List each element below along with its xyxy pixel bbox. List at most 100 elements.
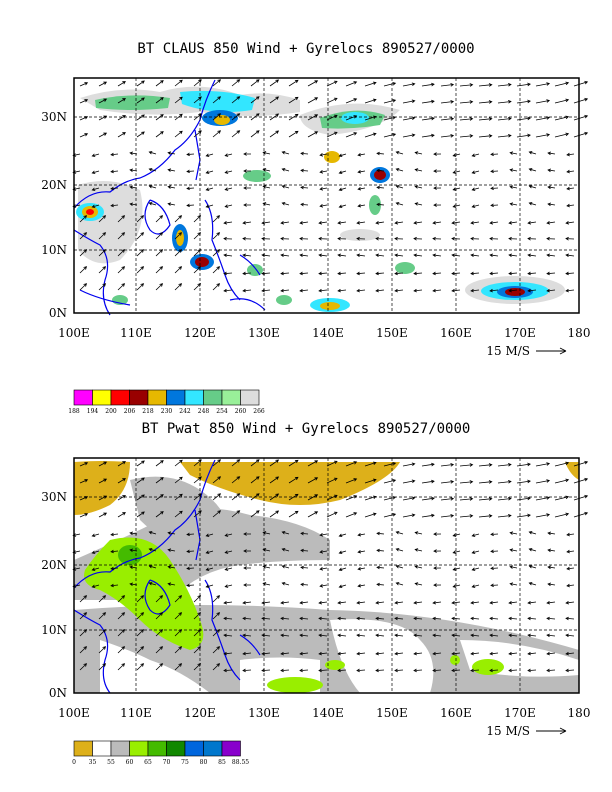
panel1-wind-arrow [148, 167, 157, 172]
panel1-wind-arrow [299, 253, 309, 258]
panel2-wind-arrow [223, 633, 233, 638]
panel1-wind-arrow [307, 131, 319, 138]
panel2-wind-arrow [261, 651, 271, 656]
panel1-wind-arrow [280, 221, 290, 225]
panel2-wind-arrow [440, 497, 455, 501]
panel2-wind-arrow [509, 548, 518, 552]
panel1-ref-vector-label: 15 M/S [486, 344, 530, 358]
panel2-wind-arrow [319, 584, 328, 588]
panel2-wind-arrow [356, 651, 366, 656]
panel2-wind-arrow [174, 459, 183, 467]
panel1-wind-arrow [186, 203, 195, 208]
panel2-wind-arrow [421, 513, 435, 518]
panel2-wind-arrow [307, 494, 319, 501]
panel1-xtick: 140E [312, 326, 344, 340]
panel2-xtick: 100E [58, 706, 90, 720]
panel2-wind-arrow [375, 651, 385, 656]
panel2-wind-arrow [212, 595, 221, 603]
panel1-wind-arrow [528, 167, 537, 172]
panel2-wind-arrow [433, 583, 442, 587]
panel2-wind-arrow [326, 477, 338, 484]
panel1-legend-label: 194 [87, 408, 99, 415]
panel2-wind-arrow [573, 494, 589, 501]
panel1-wind-arrow [547, 202, 556, 207]
panel1-wind-arrow [508, 288, 518, 293]
panel2-wind-arrow [394, 616, 404, 621]
panel1-wind-arrow [478, 100, 493, 104]
panel1-wind-arrow [565, 221, 575, 225]
panel1-wind-arrow [395, 201, 404, 206]
panel1-xtick: 120E [184, 326, 216, 340]
panel1-wind-arrow [129, 168, 138, 173]
panel1-wind-arrow [318, 271, 328, 276]
panel2-wind-arrow [508, 651, 518, 656]
panel1-coastlines [73, 79, 266, 316]
panel1-wind-arrow [451, 221, 461, 225]
panel1-wind-arrow [242, 221, 252, 225]
panel2-wind-arrow [414, 548, 423, 552]
panel2-wind-arrow [546, 616, 556, 621]
panel2-wind-arrow [231, 459, 241, 467]
panel2-wind-arrow [280, 616, 290, 621]
panel2-wind-arrow [299, 616, 309, 621]
panel1-wind-arrow [79, 283, 88, 291]
panel1-wind-arrow [497, 82, 512, 87]
panel1-wind-arrow [490, 203, 499, 208]
panel2-wind-arrow [205, 533, 214, 537]
panel1-wind-arrow [573, 80, 589, 87]
panel1-cloud-field [76, 86, 565, 312]
panel1-wind-arrow [205, 187, 214, 191]
panel2-wind-arrow [357, 550, 366, 554]
panel1-wind-arrow [79, 232, 88, 240]
panel1-legend-label: 200 [105, 408, 117, 415]
panel1-wind-arrow [489, 221, 499, 225]
panel1-wind-arrow [489, 253, 499, 258]
panel1-wind-arrow [471, 187, 480, 191]
panel2-wind-arrow [299, 651, 309, 656]
panel1-wind-arrow [117, 249, 126, 257]
panel2-wind-arrow [414, 582, 423, 586]
panel1-wind-arrow [148, 201, 157, 206]
panel1-wind-arrow [98, 98, 108, 104]
panel1-wind-arrow [546, 221, 556, 225]
panel1-wind-arrow [546, 236, 556, 241]
panel1-wind-arrow [136, 114, 145, 121]
panel2-wind-arrow [98, 595, 107, 603]
panel1-wind-arrow [547, 151, 556, 156]
panel2-wind-arrow [242, 651, 252, 656]
panel1-xtick: 110E [120, 326, 152, 340]
panel1-wind-arrow [262, 202, 271, 206]
panel1-wind-arrow [394, 253, 404, 258]
panel2-map: 100E 110E 120E 130E 140E 150E 160E 170E … [41, 457, 590, 738]
panel2-wind-arrow [129, 582, 138, 587]
panel2-wind-arrow [565, 616, 575, 621]
panel2-wind-arrow [167, 565, 176, 569]
panel1-wind-arrow [547, 185, 556, 190]
panel2-wind-arrow [307, 511, 319, 518]
panel2-legend-label: 75 [181, 759, 189, 766]
panel2-wind-arrow [224, 584, 233, 588]
panel1-wind-arrow [573, 131, 589, 138]
panel1-ytick: 20N [41, 178, 67, 192]
panel2-wind-arrow [451, 633, 461, 638]
panel2-wind-arrow [395, 530, 404, 535]
panel2-wind-arrow [547, 582, 556, 587]
panel2-wind-arrow [91, 584, 100, 589]
panel1-wind-arrow [508, 271, 518, 276]
panel2-wind-arrow [319, 550, 328, 554]
panel2-wind-arrow [136, 460, 145, 467]
panel1-wind-arrow [224, 170, 233, 174]
panel2-wind-arrow [546, 651, 556, 656]
panel2-wind-arrow [231, 476, 241, 484]
panel1-wind-arrow [432, 221, 442, 225]
panel1-wind-arrow [281, 184, 290, 189]
panel1-wind-arrow [566, 169, 575, 174]
panel1-wind-arrow [299, 271, 309, 276]
panel1-wind-arrow [91, 187, 100, 192]
panel2-wind-arrow [414, 531, 423, 535]
panel2-wind-arrow [117, 478, 126, 484]
panel1-wind-arrow [262, 151, 271, 155]
panel2-wind-arrow [527, 633, 537, 638]
panel2-wind-arrow [338, 567, 347, 572]
panel1-wind-arrow [402, 116, 416, 121]
